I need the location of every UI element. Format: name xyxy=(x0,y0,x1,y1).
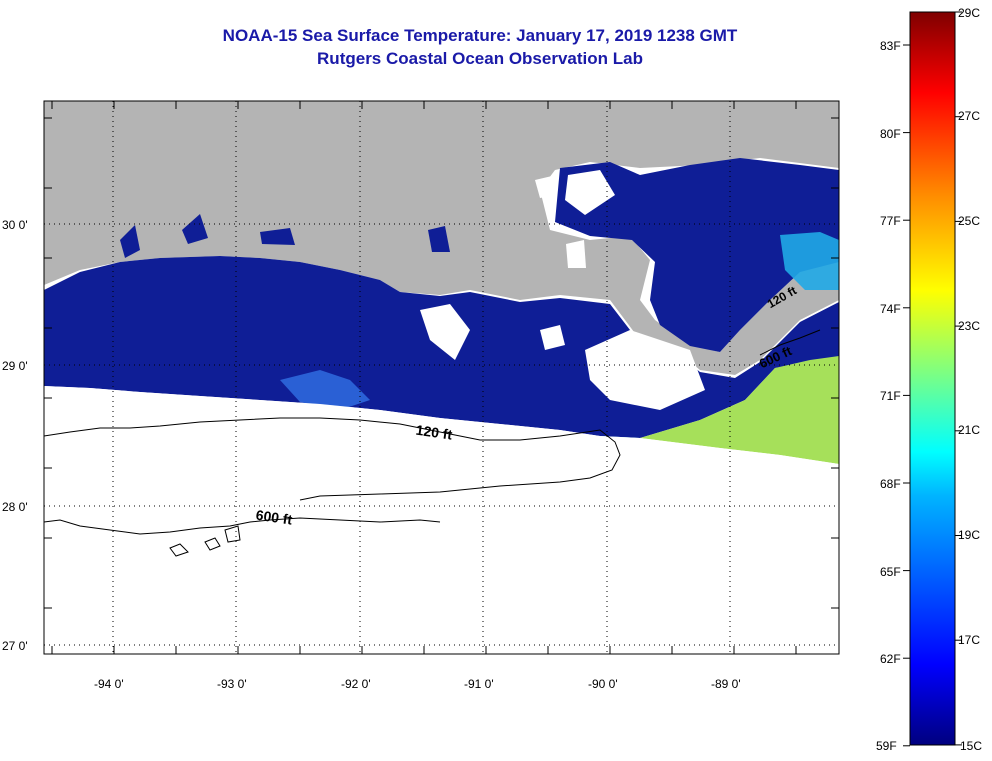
colorbar-c-label: 19C xyxy=(958,528,980,542)
cool-water-patch xyxy=(280,370,370,410)
no-data-patch xyxy=(565,170,615,215)
contour-120ft xyxy=(44,417,621,501)
lat-label: 27 0' xyxy=(2,639,28,653)
no-data-offshore xyxy=(44,386,839,654)
plot-frame xyxy=(43,100,840,655)
cold-water-patch-east xyxy=(555,158,839,352)
lon-label: -92 0' xyxy=(341,677,371,691)
temperature-colorbar: 83F 80F 77F 74F 71F 68F 65F 62F 59F 29C … xyxy=(876,6,982,753)
warm-water-region xyxy=(640,356,839,464)
lon-label: -90 0' xyxy=(588,677,618,691)
colorbar-f-label: 71F xyxy=(880,389,901,403)
inland-lake xyxy=(428,226,450,252)
contour-600ft xyxy=(44,517,441,535)
no-data-patch xyxy=(585,330,705,410)
colorbar-f-label: 68F xyxy=(880,477,901,491)
colorbar-f-label: 65F xyxy=(880,565,901,579)
lon-label: -94 0' xyxy=(94,677,124,691)
lat-label: 28 0' xyxy=(2,500,28,514)
colorbar-f-label: 83F xyxy=(880,39,901,53)
colorbar-c-label: 27C xyxy=(958,109,980,123)
contour-label: 120 ft xyxy=(415,422,454,443)
inland-lake xyxy=(120,225,140,258)
colorbar-c-label: 21C xyxy=(958,423,980,437)
lon-label: -89 0' xyxy=(711,677,741,691)
colorbar-f-label: 62F xyxy=(880,652,901,666)
contour-label: 600 ft xyxy=(255,507,294,528)
colorbar-c-label: 17C xyxy=(958,633,980,647)
contour-600ft-ne xyxy=(759,329,821,356)
map-subtitle: Rutgers Coastal Ocean Observation Lab xyxy=(317,49,643,68)
map-title: NOAA-15 Sea Surface Temperature: January… xyxy=(222,26,738,45)
contour-shoal xyxy=(169,525,241,557)
map-gridlines xyxy=(44,101,839,654)
no-data-patch xyxy=(566,240,586,268)
inland-lake xyxy=(260,228,295,245)
map-plot: 120 ft 600 ft 600 ft 120 ft 30 0' 29 0' … xyxy=(2,100,840,691)
cool-water-patch-east xyxy=(780,232,839,290)
no-data-patch xyxy=(540,325,565,350)
colorbar-f-label: 77F xyxy=(880,214,901,228)
bathymetry-contours xyxy=(44,329,821,557)
lon-label: -91 0' xyxy=(464,677,494,691)
no-data-patch xyxy=(420,304,470,360)
colorbar-ticks xyxy=(903,11,962,747)
lat-label: 30 0' xyxy=(2,218,28,232)
colorbar-f-label: 80F xyxy=(880,127,901,141)
colorbar-c-label: 29C xyxy=(958,6,980,20)
colorbar-c-label: 15C xyxy=(960,739,982,753)
colorbar-c-label: 23C xyxy=(958,319,980,333)
colorbar-c-label: 25C xyxy=(958,214,980,228)
colorbar-f-label: 74F xyxy=(880,302,901,316)
map-ticks xyxy=(44,101,839,654)
lon-label: -93 0' xyxy=(217,677,247,691)
inland-lake xyxy=(182,214,208,244)
colorbar-gradient xyxy=(909,11,956,746)
lat-label: 29 0' xyxy=(2,359,28,373)
colorbar-f-label: 59F xyxy=(876,739,897,753)
no-data-patch xyxy=(535,176,556,198)
